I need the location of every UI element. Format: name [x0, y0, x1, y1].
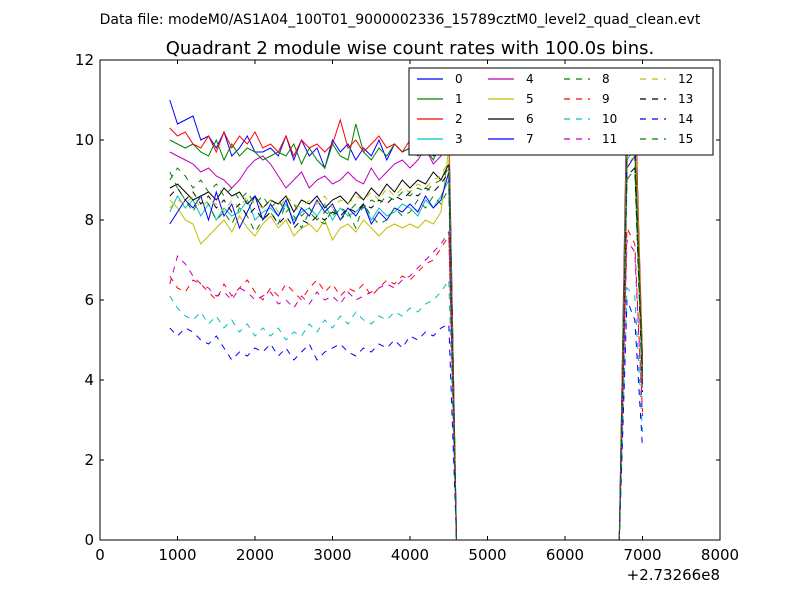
- legend-frame: [408, 67, 714, 156]
- series-line-12: [169, 154, 643, 541]
- legend-label-8: 8: [602, 72, 610, 86]
- series-line-5: [169, 111, 643, 541]
- y-tick-label: 6: [84, 291, 94, 309]
- legend-label-9: 9: [602, 92, 610, 106]
- series-line-9: [169, 227, 643, 541]
- chart-title: Quadrant 2 module wise count rates with …: [166, 38, 655, 59]
- series-line-8: [169, 166, 643, 541]
- y-tick-label: 12: [75, 51, 94, 69]
- series-line-2: [169, 94, 643, 541]
- x-tick-label: 8000: [701, 546, 739, 564]
- chart-suptitle: Data file: modeM0/AS1A04_100T01_90000023…: [100, 12, 701, 28]
- x-tick-label: 0: [95, 546, 105, 564]
- series-line-14: [169, 299, 643, 541]
- series-line-4: [169, 123, 643, 541]
- legend-label-1: 1: [455, 92, 463, 106]
- series-line-3: [169, 146, 643, 541]
- series-line-13: [169, 166, 643, 541]
- legend-label-13: 13: [678, 92, 693, 106]
- y-tick-label: 4: [84, 371, 94, 389]
- x-tick-label: 1000: [158, 546, 196, 564]
- legend-label-7: 7: [526, 132, 534, 146]
- series-line-7: [169, 154, 643, 541]
- x-tick-label: 2000: [236, 546, 274, 564]
- series-line-10: [169, 278, 643, 541]
- x-tick-label: 4000: [391, 546, 429, 564]
- legend-label-14: 14: [678, 112, 693, 126]
- x-tick-label: 7000: [623, 546, 661, 564]
- legend-label-15: 15: [678, 132, 693, 146]
- x-offset-label: +2.73266e8: [627, 566, 720, 584]
- legend-label-6: 6: [526, 112, 534, 126]
- series-line-1: [169, 118, 643, 541]
- series-line-11: [169, 230, 643, 541]
- legend-label-4: 4: [526, 72, 534, 86]
- legend-label-10: 10: [602, 112, 617, 126]
- y-tick-label: 10: [75, 131, 94, 149]
- legend-label-5: 5: [526, 92, 534, 106]
- legend-label-0: 0: [455, 72, 463, 86]
- legend-label-2: 2: [455, 112, 463, 126]
- y-tick-label: 8: [84, 211, 94, 229]
- y-tick-label: 0: [84, 531, 94, 549]
- x-tick-label: 5000: [468, 546, 506, 564]
- legend-label-12: 12: [678, 72, 693, 86]
- legend-label-11: 11: [602, 132, 617, 146]
- y-tick-label: 2: [84, 451, 94, 469]
- series-layer: [169, 78, 643, 541]
- x-tick-label: 6000: [546, 546, 584, 564]
- x-tick-label: 3000: [313, 546, 351, 564]
- legend-label-3: 3: [455, 132, 463, 146]
- ticks-layer: 0 1000 2000 3000 4000 5000 6000 7000 80000246810…: [75, 51, 739, 564]
